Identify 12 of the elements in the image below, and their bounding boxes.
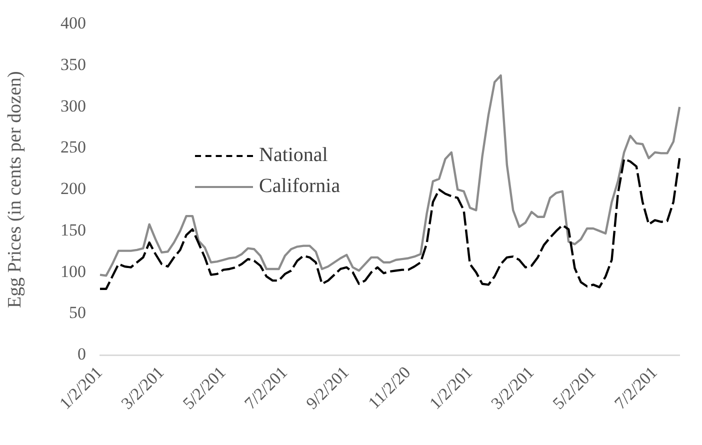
y-axis-title: Egg Prices (in cents per dozen) <box>4 71 26 308</box>
y-tick-label: 250 <box>60 138 86 157</box>
y-tick-label: 150 <box>60 220 86 240</box>
legend-label: California <box>259 175 340 198</box>
y-tick-label: 50 <box>69 303 86 322</box>
y-tick-label: 200 <box>60 179 86 198</box>
y-tick-label: 100 <box>60 262 86 281</box>
y-tick-label: 350 <box>60 55 86 74</box>
y-tick-label: 400 <box>60 14 86 33</box>
legend-label: National <box>259 144 328 167</box>
y-tick-label: 300 <box>60 96 86 116</box>
y-tick-label: 0 <box>78 344 86 364</box>
